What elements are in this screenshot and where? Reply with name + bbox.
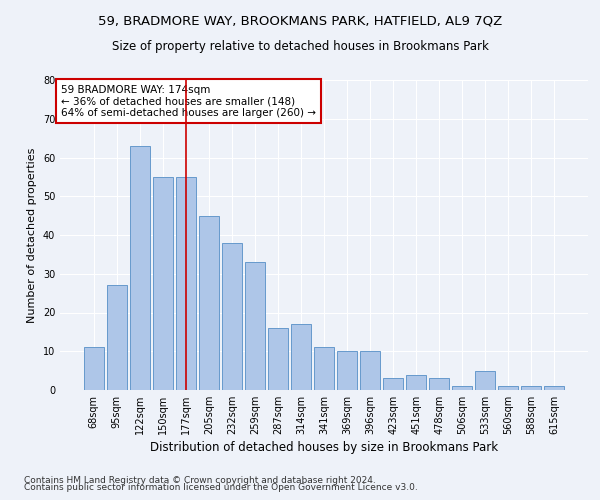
Bar — [521, 386, 541, 390]
Text: Contains HM Land Registry data © Crown copyright and database right 2024.: Contains HM Land Registry data © Crown c… — [24, 476, 376, 485]
Bar — [130, 146, 149, 390]
Bar — [430, 378, 449, 390]
Bar — [314, 348, 334, 390]
Bar — [84, 348, 104, 390]
Bar — [107, 286, 127, 390]
Bar — [245, 262, 265, 390]
Bar — [360, 351, 380, 390]
Y-axis label: Number of detached properties: Number of detached properties — [27, 148, 37, 322]
Bar — [475, 370, 495, 390]
Bar — [222, 243, 242, 390]
Bar — [176, 177, 196, 390]
Bar — [544, 386, 564, 390]
Bar — [383, 378, 403, 390]
Bar — [291, 324, 311, 390]
X-axis label: Distribution of detached houses by size in Brookmans Park: Distribution of detached houses by size … — [150, 441, 498, 454]
Bar — [499, 386, 518, 390]
Bar — [452, 386, 472, 390]
Text: 59, BRADMORE WAY, BROOKMANS PARK, HATFIELD, AL9 7QZ: 59, BRADMORE WAY, BROOKMANS PARK, HATFIE… — [98, 15, 502, 28]
Bar — [153, 177, 173, 390]
Bar — [199, 216, 218, 390]
Text: Contains public sector information licensed under the Open Government Licence v3: Contains public sector information licen… — [24, 484, 418, 492]
Bar — [337, 351, 357, 390]
Text: 59 BRADMORE WAY: 174sqm
← 36% of detached houses are smaller (148)
64% of semi-d: 59 BRADMORE WAY: 174sqm ← 36% of detache… — [61, 84, 316, 118]
Bar — [406, 374, 426, 390]
Text: Size of property relative to detached houses in Brookmans Park: Size of property relative to detached ho… — [112, 40, 488, 53]
Bar — [268, 328, 288, 390]
